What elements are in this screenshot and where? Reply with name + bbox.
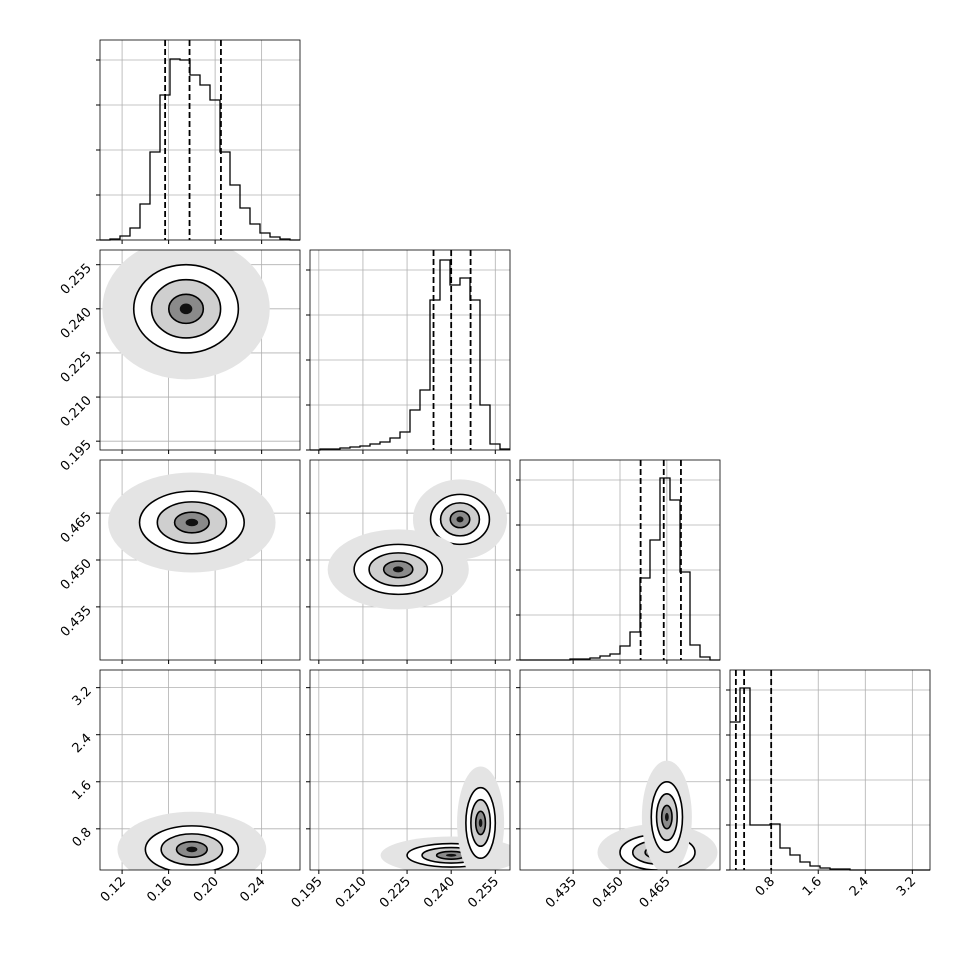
hist-bin xyxy=(260,233,270,240)
panel-frame xyxy=(99,249,301,451)
hist-bin xyxy=(390,438,400,450)
x-tick-label: 0.465 xyxy=(637,874,674,911)
density xyxy=(117,811,267,870)
hist-outline xyxy=(100,58,300,241)
hist-bin xyxy=(430,300,440,450)
x-tick-label: 0.12 xyxy=(98,874,129,905)
x-tick-label: 0.20 xyxy=(191,874,222,905)
hist-bin xyxy=(790,855,800,870)
hist-bin xyxy=(670,500,680,660)
hist-bin xyxy=(620,646,630,660)
panel-frame xyxy=(309,459,511,661)
hist-bin xyxy=(650,540,660,660)
density xyxy=(102,250,270,380)
y-tick-label: 0.465 xyxy=(58,509,95,546)
hist-bin xyxy=(480,405,490,450)
density xyxy=(597,760,718,870)
density-contour xyxy=(456,516,464,523)
hist-bin xyxy=(490,444,500,450)
x-tick-label: 0.16 xyxy=(144,874,175,905)
x-tick-label: 1.6 xyxy=(800,874,825,899)
y-tick-label: 0.435 xyxy=(58,603,95,640)
y-tick-label: 0.195 xyxy=(58,437,95,474)
hist-bin xyxy=(780,848,790,870)
hist-bin xyxy=(130,228,140,240)
hist-bin xyxy=(190,75,200,240)
panel-frame xyxy=(309,669,511,871)
x-tick-label: 0.255 xyxy=(465,874,502,911)
hist-bin xyxy=(180,60,190,240)
density xyxy=(108,472,276,573)
y-tick-label: 0.240 xyxy=(58,305,95,342)
panel-frame xyxy=(99,39,301,241)
x-tick-label: 2.4 xyxy=(847,874,872,899)
hist-bin xyxy=(140,204,150,240)
hist-bin xyxy=(800,862,810,870)
hist-bin xyxy=(470,300,480,450)
hist-bin xyxy=(370,444,380,450)
y-tick-label: 0.210 xyxy=(58,393,95,430)
hist-bin xyxy=(690,645,700,660)
panel-frame xyxy=(99,669,301,871)
hist-outline xyxy=(310,259,510,451)
y-tick-label: 3.2 xyxy=(70,684,95,709)
x-tick-label: 0.240 xyxy=(421,874,458,911)
hist-bin xyxy=(200,85,210,240)
hist-bin xyxy=(760,825,770,870)
hist-bin xyxy=(610,654,620,660)
panel-frame xyxy=(519,669,721,871)
density-contour xyxy=(478,818,483,828)
x-tick-label: 0.24 xyxy=(237,874,268,905)
y-tick-label: 0.8 xyxy=(70,825,95,850)
density-contour xyxy=(186,846,198,853)
density-contour xyxy=(179,303,193,315)
density-contour xyxy=(392,566,404,573)
hist-bin xyxy=(460,278,470,450)
hist-bin xyxy=(170,59,180,240)
panel-frame xyxy=(729,669,931,871)
x-tick-label: 0.450 xyxy=(590,874,627,911)
hist-bin xyxy=(410,410,420,450)
density xyxy=(380,766,510,870)
x-tick-label: 0.225 xyxy=(377,874,414,911)
panel-frame xyxy=(99,459,301,661)
y-tick-label: 0.255 xyxy=(58,261,95,298)
y-tick-label: 0.225 xyxy=(58,349,95,386)
panel-frame xyxy=(519,459,721,661)
panel-frame xyxy=(309,249,511,451)
x-tick-label: 0.210 xyxy=(333,874,370,911)
hist-bin xyxy=(210,100,220,240)
hist-bin xyxy=(630,632,640,660)
x-tick-label: 0.195 xyxy=(289,874,326,911)
x-tick-label: 0.435 xyxy=(543,874,580,911)
x-tick-label: 3.2 xyxy=(894,874,919,899)
hist-bin xyxy=(250,224,260,240)
hist-bin xyxy=(240,208,250,240)
hist-bin xyxy=(400,432,410,450)
density-contour xyxy=(185,518,199,527)
hist-bin xyxy=(420,390,430,450)
density-contour xyxy=(445,853,457,857)
y-tick-label: 2.4 xyxy=(70,731,95,756)
y-tick-label: 0.450 xyxy=(58,556,95,593)
density-contour xyxy=(665,812,669,822)
x-tick-label: 0.8 xyxy=(753,874,778,899)
hist-bin xyxy=(150,152,160,240)
density xyxy=(327,479,508,610)
hist-bin xyxy=(750,825,760,870)
hist-bin xyxy=(380,442,390,450)
hist-bin xyxy=(230,185,240,240)
hist-outline xyxy=(520,477,720,661)
hist-bin xyxy=(660,478,670,660)
y-tick-label: 1.6 xyxy=(70,778,95,803)
hist-bin xyxy=(440,260,450,450)
